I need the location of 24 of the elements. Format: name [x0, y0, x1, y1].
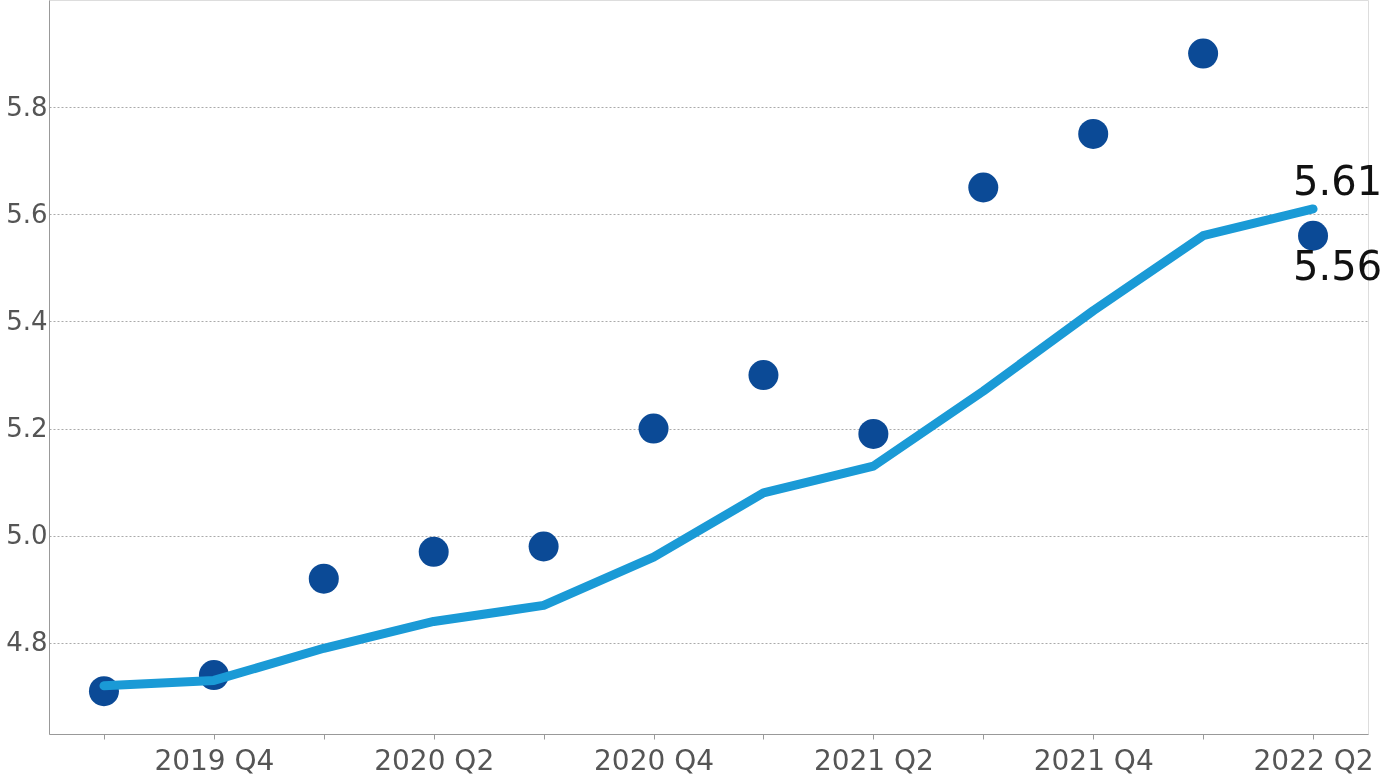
- data-label: 5.56: [1293, 242, 1383, 289]
- y-tick-label: 5.6: [6, 198, 48, 229]
- point: [1298, 220, 1329, 251]
- x-tick-label: 2021 Q4: [1033, 743, 1154, 777]
- point: [308, 563, 339, 594]
- point: [1078, 118, 1109, 149]
- point: [968, 172, 999, 203]
- y-tick-label: 5.8: [6, 91, 48, 122]
- point: [858, 419, 889, 449]
- x-tick-label: 2021 Q2: [813, 743, 934, 777]
- point: [528, 531, 559, 562]
- x-tick-label: 2020 Q4: [594, 743, 715, 777]
- x-tick-label: 2020 Q2: [374, 743, 495, 777]
- y-tick-label: 5.4: [6, 305, 48, 336]
- y-tick-label: 5.0: [6, 520, 48, 551]
- point: [638, 413, 669, 444]
- y-tick-label: 5.2: [6, 413, 48, 444]
- x-tick-label: 2022 Q2: [1253, 743, 1374, 777]
- point: [1188, 38, 1219, 69]
- data-label: 5.61: [1293, 157, 1383, 204]
- x-tick-label: 2019 Q4: [154, 743, 275, 777]
- point: [418, 536, 449, 567]
- point: [748, 360, 779, 391]
- y-tick-label: 4.8: [6, 627, 48, 658]
